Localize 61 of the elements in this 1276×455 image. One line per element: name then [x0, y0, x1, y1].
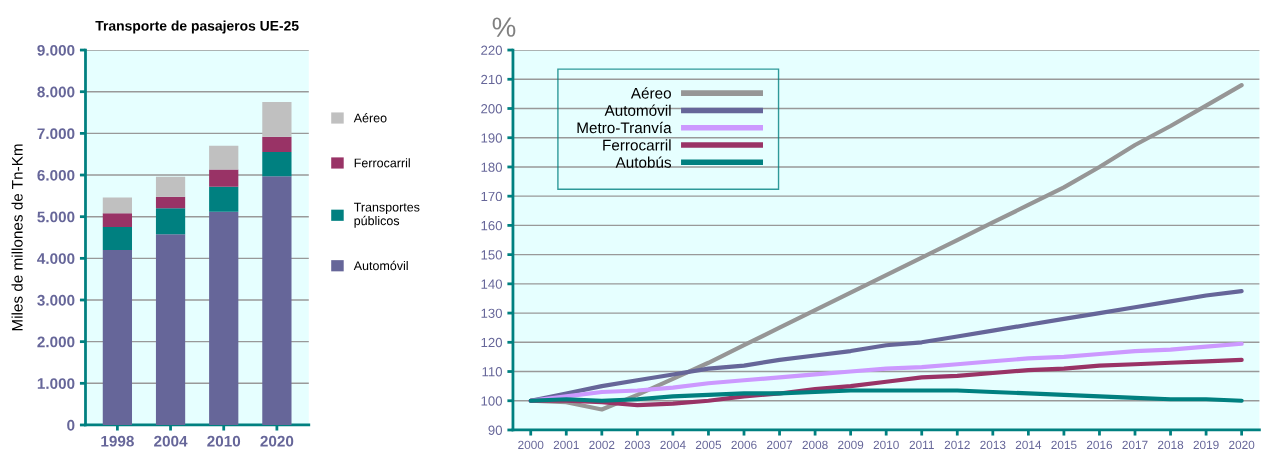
- x-tick-label: 2020: [1229, 440, 1255, 450]
- y-axis-title: %: [492, 17, 516, 37]
- legend-label: Automóvil: [353, 260, 408, 271]
- x-tick-label: 2020: [260, 435, 294, 447]
- x-tick-label: 2012: [944, 440, 970, 450]
- legend-label: Aéreo: [630, 87, 671, 99]
- y-tick-label: 0: [67, 419, 75, 431]
- x-tick-label: 2013: [980, 440, 1006, 450]
- y-axis-title: Miles de millones de Tn-Km: [11, 144, 23, 331]
- legend-label: Aéreo: [353, 113, 387, 123]
- y-tick-label: 7.000: [37, 128, 75, 140]
- y-tick-label: 190: [481, 133, 503, 143]
- x-tick-label: 2003: [624, 440, 650, 450]
- x-tick-label: 2010: [207, 435, 241, 447]
- y-tick-label: 110: [482, 367, 503, 377]
- y-tick-label: 120: [481, 337, 503, 348]
- legend-label: Automóvil: [604, 104, 671, 116]
- x-tick-label: 1998: [101, 435, 134, 447]
- y-tick-label: 160: [481, 220, 503, 231]
- y-tick-label: 130: [481, 308, 503, 318]
- x-tick-label: 2008: [802, 440, 828, 450]
- y-tick-label: 180: [481, 162, 503, 172]
- y-tick-label: 4.000: [37, 253, 75, 265]
- x-tick-label: 2002: [589, 440, 615, 450]
- x-tick-label: 2018: [1158, 440, 1184, 450]
- y-tick-label: 8.000: [37, 86, 75, 98]
- x-tick-label: 2019: [1193, 440, 1219, 450]
- x-tick-label: 2007: [767, 440, 793, 450]
- legend-label: Ferrocarril: [603, 139, 671, 151]
- x-tick-label: 2004: [154, 435, 188, 447]
- x-tick-label: 2014: [1015, 440, 1042, 450]
- chart-title: Transporte de pasajeros UE-25: [95, 20, 299, 34]
- x-tick-label: 2001: [553, 440, 579, 450]
- y-tick-label: 140: [481, 279, 503, 289]
- x-tick-label: 2015: [1051, 440, 1077, 450]
- y-tick-label: 90: [488, 425, 503, 435]
- x-tick-label: 2011: [909, 440, 934, 450]
- y-tick-label: 200: [481, 104, 503, 114]
- x-tick-label: 2017: [1122, 440, 1148, 450]
- y-tick-label: 100: [481, 396, 503, 406]
- y-tick-label: 210: [481, 74, 503, 85]
- y-tick-label: 3.000: [37, 294, 75, 306]
- legend-label: Autobús: [615, 156, 672, 168]
- y-tick-label: 1.000: [37, 378, 75, 389]
- legend-label: Metro-Tranvía: [577, 121, 672, 134]
- legend-label: Transportes públicos: [353, 202, 420, 228]
- x-tick-label: 2009: [838, 440, 864, 450]
- x-tick-label: 2010: [873, 440, 899, 450]
- y-tick-label: 5.000: [37, 211, 75, 223]
- x-tick-label: 2000: [518, 440, 544, 450]
- y-tick-label: 170: [481, 191, 503, 202]
- x-tick-label: 2004: [660, 440, 686, 450]
- legend-label: Ferrocarril: [354, 158, 410, 168]
- y-tick-label: 150: [481, 250, 503, 260]
- y-tick-label: 2.000: [37, 336, 75, 348]
- y-tick-label: 6.000: [37, 169, 75, 181]
- x-tick-label: 2005: [695, 440, 722, 450]
- x-tick-label: 2016: [1086, 440, 1113, 450]
- y-tick-label: 9.000: [37, 44, 75, 56]
- y-tick-label: 220: [481, 45, 503, 55]
- x-tick-label: 2006: [731, 440, 757, 450]
